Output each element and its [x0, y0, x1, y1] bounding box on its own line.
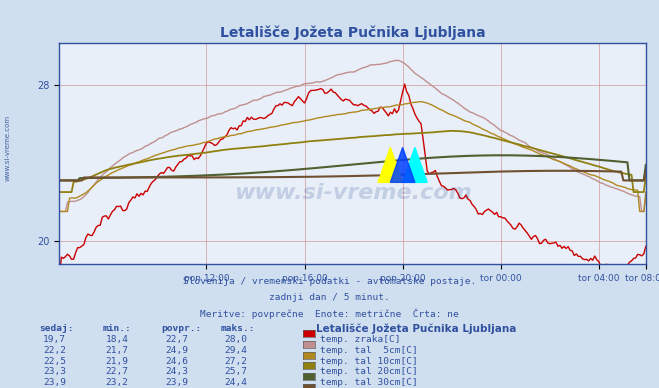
Text: 29,4: 29,4 [224, 346, 247, 355]
Text: 24,6: 24,6 [165, 357, 188, 365]
Text: 25,7: 25,7 [224, 367, 247, 376]
Text: temp. tal  5cm[C]: temp. tal 5cm[C] [320, 346, 417, 355]
Text: maks.:: maks.: [221, 324, 255, 333]
Text: 24,4: 24,4 [224, 378, 247, 387]
Text: 27,2: 27,2 [224, 357, 247, 365]
Text: 28,0: 28,0 [224, 335, 247, 344]
Title: Letališče Jožeta Pučnika Ljubljana: Letališče Jožeta Pučnika Ljubljana [219, 26, 486, 40]
Polygon shape [378, 147, 403, 182]
Text: 21,9: 21,9 [105, 357, 129, 365]
Text: www.si-vreme.com: www.si-vreme.com [5, 114, 11, 180]
Text: 18,4: 18,4 [105, 335, 129, 344]
Text: 19,7: 19,7 [43, 335, 66, 344]
Text: 24,3: 24,3 [165, 367, 188, 376]
Text: 23,3: 23,3 [43, 367, 66, 376]
Text: povpr.:: povpr.: [161, 324, 202, 333]
Text: zadnji dan / 5 minut.: zadnji dan / 5 minut. [269, 293, 390, 302]
Polygon shape [390, 147, 415, 182]
Text: 22,7: 22,7 [165, 335, 188, 344]
Text: temp. tal 30cm[C]: temp. tal 30cm[C] [320, 378, 417, 387]
Text: 22,5: 22,5 [43, 357, 66, 365]
Polygon shape [403, 147, 427, 182]
Text: sedaj:: sedaj: [40, 324, 74, 333]
Text: Letališče Jožeta Pučnika Ljubljana: Letališče Jožeta Pučnika Ljubljana [316, 324, 517, 334]
Text: 22,2: 22,2 [43, 346, 66, 355]
Text: 23,9: 23,9 [165, 378, 188, 387]
Text: min.:: min.: [102, 324, 131, 333]
Text: 23,9: 23,9 [43, 378, 66, 387]
Text: temp. tal 10cm[C]: temp. tal 10cm[C] [320, 357, 417, 365]
Text: Meritve: povprečne  Enote: metrične  Črta: ne: Meritve: povprečne Enote: metrične Črta:… [200, 308, 459, 319]
Text: 23,2: 23,2 [105, 378, 129, 387]
Text: 22,7: 22,7 [105, 367, 129, 376]
Text: 24,9: 24,9 [165, 346, 188, 355]
Text: www.si-vreme.com: www.si-vreme.com [234, 183, 471, 203]
Text: Slovenija / vremenski podatki - avtomatske postaje.: Slovenija / vremenski podatki - avtomats… [183, 277, 476, 286]
Text: temp. tal 20cm[C]: temp. tal 20cm[C] [320, 367, 417, 376]
Text: temp. zraka[C]: temp. zraka[C] [320, 335, 400, 344]
Text: 21,7: 21,7 [105, 346, 129, 355]
